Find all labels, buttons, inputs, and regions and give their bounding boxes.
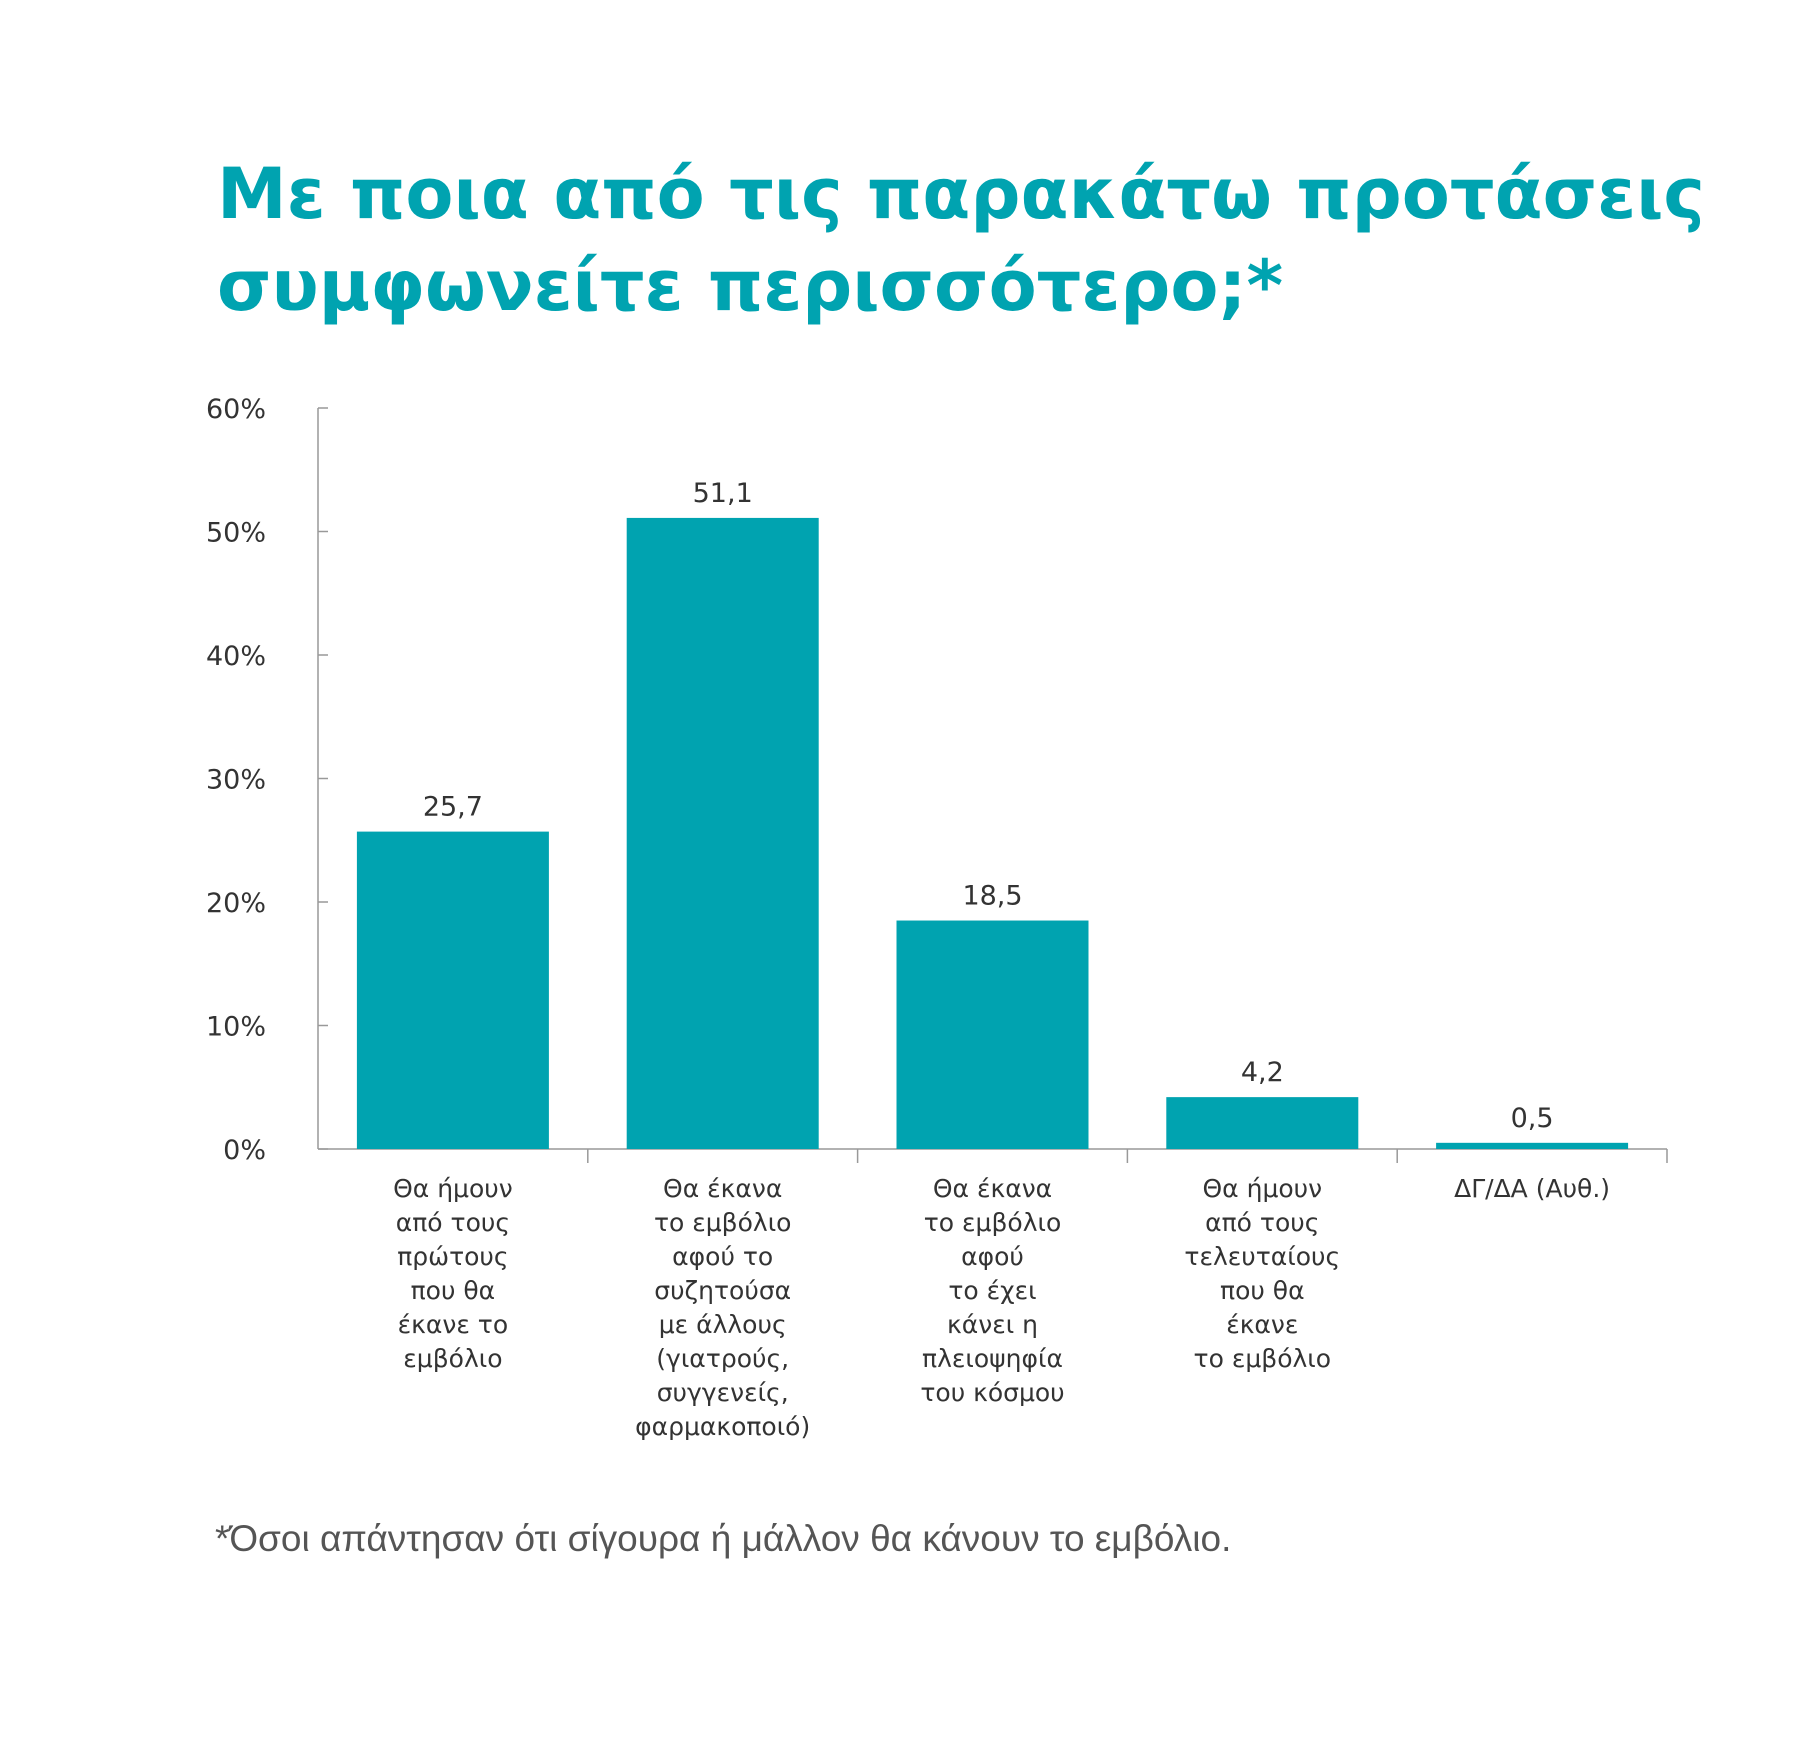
- category-label-line: συγγενείς,: [657, 1378, 789, 1407]
- bar: [896, 920, 1089, 1149]
- category-label: Θα ήμουν από τους πρώτους που θα έκανε το εμβ…: [393, 1174, 513, 1373]
- bar: [356, 831, 549, 1149]
- bar: [1166, 1097, 1359, 1149]
- category-label-line: του κόσμου: [920, 1378, 1064, 1407]
- category-label-line: κάνει η: [947, 1310, 1038, 1339]
- chart-title-line-2: συμφωνείτε περισσότερο;*: [217, 245, 1284, 327]
- category-label-line: έκανε: [1226, 1310, 1298, 1339]
- category-label-line: έκανε το: [398, 1310, 509, 1339]
- category-label-line: με άλλους: [659, 1310, 787, 1339]
- category-label-line: φαρμακοποιό): [635, 1412, 810, 1441]
- y-tick-label: 60%: [206, 394, 266, 425]
- category-label-line: τελευταίους: [1184, 1242, 1340, 1271]
- category-label-line: το εμβόλιο: [1194, 1344, 1332, 1373]
- category-label-line: από τους: [396, 1208, 510, 1237]
- category-label: ΔΓ/ΔΑ (Αυθ.): [1454, 1174, 1610, 1203]
- bar-value-label: 25,7: [423, 792, 483, 823]
- category-label-line: αφού το: [672, 1242, 773, 1271]
- category-label-line: που θα: [1220, 1276, 1305, 1305]
- category-label-line: ΔΓ/ΔΑ (Αυθ.): [1454, 1174, 1610, 1203]
- y-tick-label: 40%: [206, 641, 266, 672]
- category-label: Θα ήμουν από τους τελευταίους που θα έκανε το…: [1184, 1174, 1340, 1373]
- category-label-line: το έχει: [948, 1276, 1036, 1305]
- category-label-line: Θα έκανα: [933, 1174, 1052, 1203]
- bar: [1436, 1142, 1629, 1149]
- bar-value-label: 18,5: [962, 881, 1022, 912]
- category-label-line: πρώτους: [397, 1242, 508, 1271]
- bar-value-label: 4,2: [1241, 1057, 1284, 1088]
- y-tick-label: 0%: [223, 1135, 266, 1166]
- footnote: *Όσοι απάντησαν ότι σίγουρα ή μάλλον θα …: [215, 1518, 1232, 1559]
- category-label-line: (γιατρούς,: [656, 1344, 789, 1373]
- y-tick-label: 10%: [206, 1012, 266, 1043]
- category-label-line: το εμβόλιο: [924, 1208, 1062, 1237]
- category-label-line: αφού: [961, 1242, 1024, 1271]
- y-tick-label: 30%: [206, 765, 266, 796]
- y-tick-label: 20%: [206, 888, 266, 919]
- category-label-line: από τους: [1205, 1208, 1319, 1237]
- category-label: Θα έκανα το εμβόλιο αφού το έχει κάνει η πλει…: [920, 1174, 1064, 1407]
- category-label-line: συζητούσα: [654, 1276, 791, 1305]
- category-label-line: εμβόλιο: [403, 1344, 502, 1373]
- y-tick-label: 50%: [206, 518, 266, 549]
- chart-title: Με ποια από τις παρακάτω προτάσεις συμφω…: [217, 148, 1717, 332]
- bar-value-label: 51,1: [693, 478, 753, 509]
- category-label-line: Θα ήμουν: [1203, 1174, 1323, 1203]
- chart-title-line-1: Με ποια από τις παρακάτω προτάσεις: [217, 153, 1705, 235]
- bar-chart: 0% 10% 20% 30% 40% 50% 60% 25,7 Θα ήμουν από τους…: [206, 394, 1668, 1441]
- category-label-line: πλειοψηφία: [922, 1344, 1063, 1373]
- category-label-line: Θα έκανα: [663, 1174, 782, 1203]
- category-label-line: το εμβόλιο: [654, 1208, 792, 1237]
- bar: [626, 517, 819, 1149]
- category-label-line: που θα: [411, 1276, 496, 1305]
- category-label: Θα έκανα το εμβόλιο αφού το συζητούσα με άλλ…: [635, 1174, 810, 1441]
- bar-value-label: 0,5: [1511, 1103, 1554, 1134]
- category-label-line: Θα ήμουν: [393, 1174, 513, 1203]
